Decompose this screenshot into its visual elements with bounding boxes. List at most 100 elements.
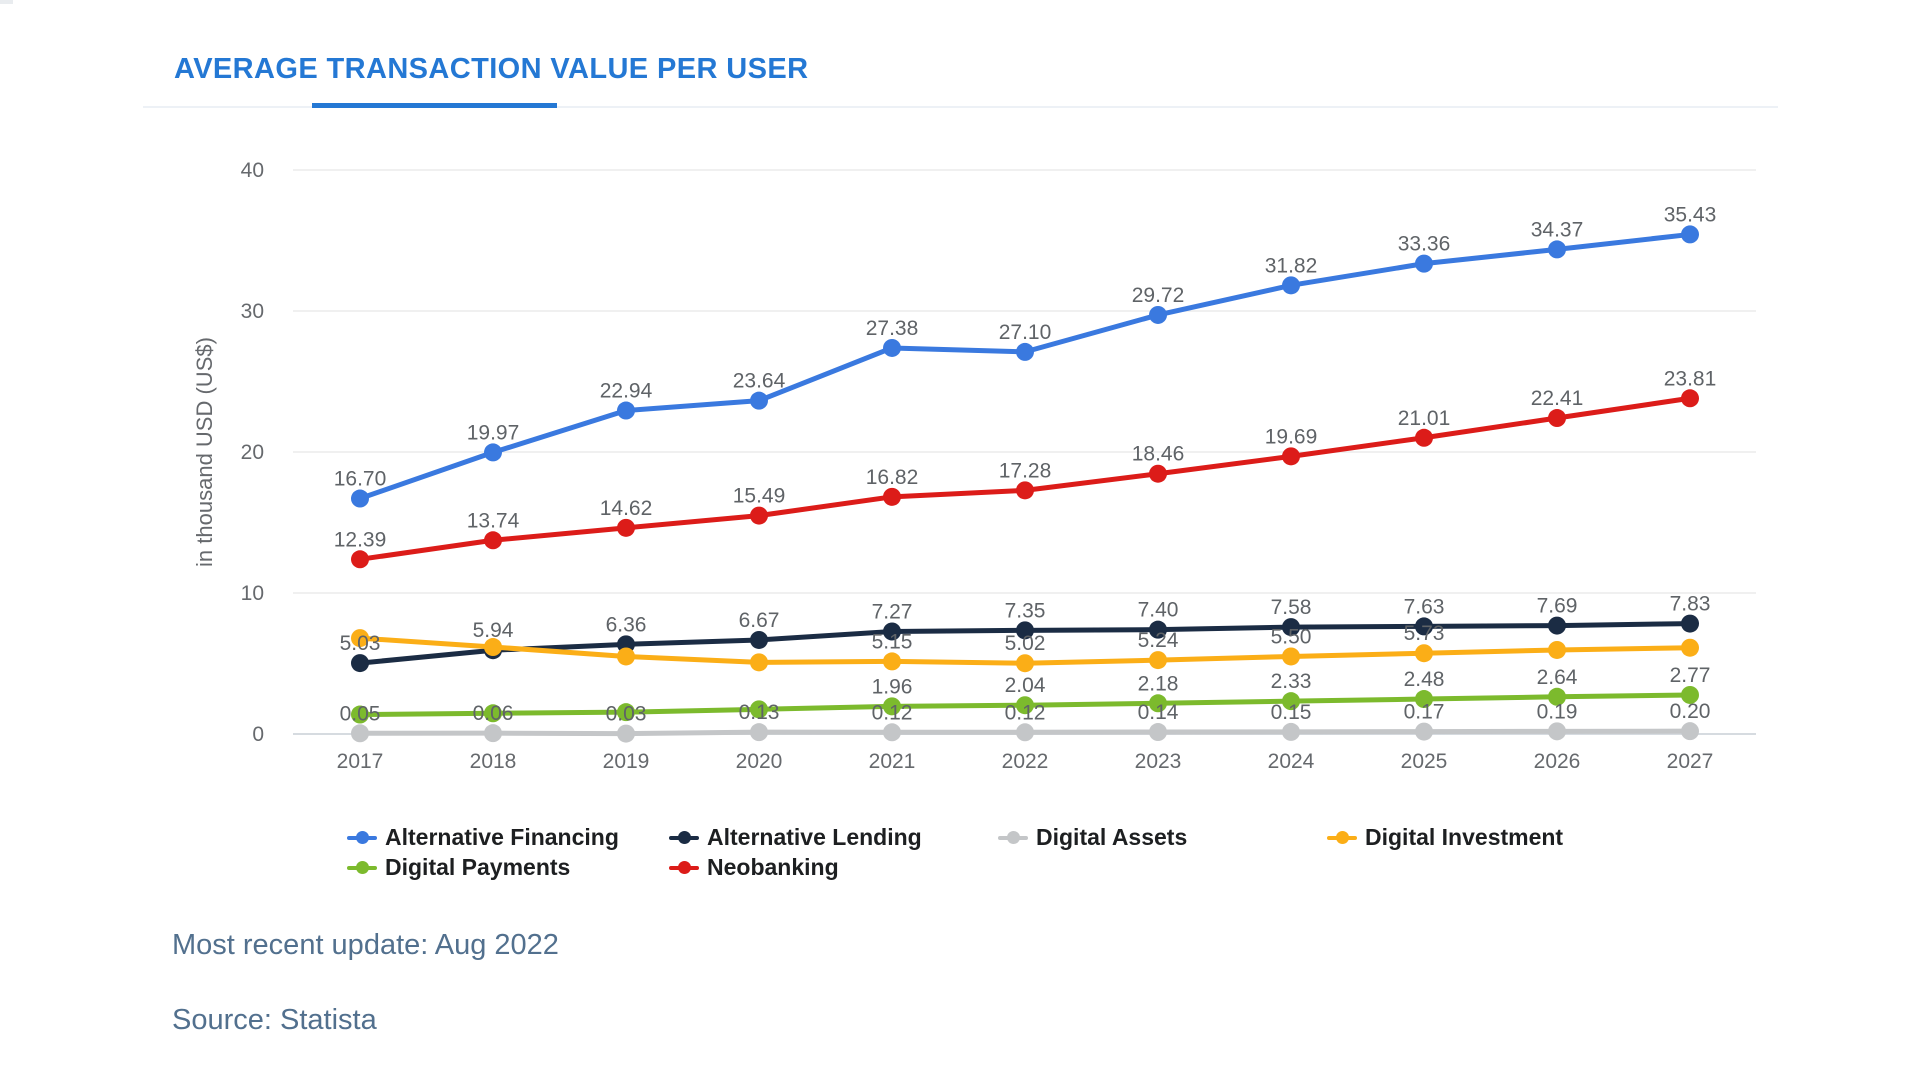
digital-payments-point-2027[interactable] <box>1681 685 1699 704</box>
digital-payments-point-2026[interactable] <box>1548 687 1566 706</box>
alternative-lending-point-2022[interactable] <box>1016 621 1034 640</box>
tab-average-transaction-value[interactable]: AVERAGE TRANSACTION VALUE PER USER <box>174 53 809 85</box>
series-digital-payments <box>351 685 1699 724</box>
alternative-financing-point-2018[interactable] <box>484 443 502 462</box>
legend-label-digital-payments: Digital Payments <box>385 854 571 880</box>
digital-investment-point-2020[interactable] <box>750 653 768 672</box>
chart-legend: Alternative Financing Alternative Lending… <box>347 823 1677 882</box>
alternative-financing-legend-marker-icon <box>347 831 377 845</box>
neobanking-point-2022[interactable] <box>1016 481 1034 500</box>
digital-payments-value-label-2022: 2.04 <box>1005 674 1046 697</box>
neobanking-point-2027[interactable] <box>1681 389 1699 408</box>
digital-assets-point-2024[interactable] <box>1282 722 1300 741</box>
alternative-financing-point-2024[interactable] <box>1282 276 1300 295</box>
digital-assets-point-2021[interactable] <box>883 723 901 742</box>
alternative-financing-point-2027[interactable] <box>1681 225 1699 244</box>
x-tick-label-2023: 2023 <box>1135 750 1182 773</box>
digital-investment-value-label-2024: 5.50 <box>1271 625 1312 648</box>
neobanking-point-2024[interactable] <box>1282 447 1300 466</box>
alternative-lending-value-label-2020: 6.67 <box>739 609 780 632</box>
neobanking-value-label-2020: 15.49 <box>733 485 786 508</box>
alternative-financing-value-label-2027: 35.43 <box>1664 203 1717 226</box>
legend-label-alternative-financing: Alternative Financing <box>385 824 619 850</box>
alternative-lending-point-2017[interactable] <box>351 654 369 673</box>
alternative-financing-point-2020[interactable] <box>750 391 768 410</box>
alternative-lending-point-2026[interactable] <box>1548 616 1566 635</box>
y-axis-title: in thousand USD (US$) <box>192 337 217 567</box>
alternative-financing-point-2017[interactable] <box>351 489 369 508</box>
neobanking-point-2018[interactable] <box>484 531 502 550</box>
digital-investment-point-2021[interactable] <box>883 652 901 671</box>
digital-payments-point-2022[interactable] <box>1016 696 1034 715</box>
alternative-financing-point-2022[interactable] <box>1016 342 1034 361</box>
alternative-lending-point-2027[interactable] <box>1681 614 1699 633</box>
alternative-financing-value-label-2024: 31.82 <box>1265 254 1318 277</box>
x-tick-label-2025: 2025 <box>1401 750 1448 773</box>
alternative-lending-point-2021[interactable] <box>883 622 901 641</box>
digital-payments-point-2017[interactable] <box>351 705 369 724</box>
digital-assets-point-2017[interactable] <box>351 724 369 743</box>
alternative-lending-point-2024[interactable] <box>1282 618 1300 637</box>
digital-payments-point-2020[interactable] <box>750 700 768 719</box>
digital-payments-point-2023[interactable] <box>1149 694 1167 713</box>
digital-investment-point-2022[interactable] <box>1016 654 1034 673</box>
alternative-financing-point-2023[interactable] <box>1149 305 1167 324</box>
neobanking-value-label-2025: 21.01 <box>1398 407 1451 430</box>
neobanking-point-2020[interactable] <box>750 506 768 525</box>
digital-assets-value-label-2019: 0.03 <box>606 703 647 726</box>
series-alternative-lending <box>351 614 1699 673</box>
alternative-lending-value-label-2022: 7.35 <box>1005 599 1046 622</box>
digital-assets-point-2027[interactable] <box>1681 722 1699 741</box>
series-alternative-financing <box>351 225 1699 508</box>
alternative-lending-point-2023[interactable] <box>1149 620 1167 639</box>
alternative-financing-value-label-2021: 27.38 <box>866 317 919 340</box>
alternative-financing-point-2021[interactable] <box>883 338 901 357</box>
digital-investment-value-label-2022: 5.02 <box>1005 632 1046 655</box>
neobanking-point-2026[interactable] <box>1548 409 1566 428</box>
digital-payments-value-label-2026: 2.64 <box>1537 666 1578 689</box>
digital-payments-point-2018[interactable] <box>484 704 502 723</box>
neobanking-value-label-2027: 23.81 <box>1664 367 1717 390</box>
digital-investment-value-label-2025: 5.73 <box>1404 622 1445 645</box>
digital-investment-point-2019[interactable] <box>617 647 635 666</box>
alternative-financing-value-label-2020: 23.64 <box>733 370 786 393</box>
neobanking-value-label-2022: 17.28 <box>999 459 1052 482</box>
alternative-lending-value-label-2021: 7.27 <box>872 600 913 623</box>
digital-assets-point-2026[interactable] <box>1548 722 1566 741</box>
digital-investment-point-2027[interactable] <box>1681 638 1699 657</box>
digital-investment-value-label-2023: 5.24 <box>1138 629 1179 652</box>
digital-investment-point-2025[interactable] <box>1415 644 1433 663</box>
alternative-financing-point-2025[interactable] <box>1415 254 1433 273</box>
alternative-financing-point-2019[interactable] <box>617 401 635 420</box>
digital-investment-point-2026[interactable] <box>1548 640 1566 659</box>
alternative-financing-point-2026[interactable] <box>1548 240 1566 259</box>
neobanking-point-2025[interactable] <box>1415 428 1433 447</box>
digital-investment-point-2024[interactable] <box>1282 647 1300 666</box>
digital-payments-point-2019[interactable] <box>617 703 635 722</box>
alternative-lending-point-2025[interactable] <box>1415 617 1433 636</box>
alternative-lending-point-2020[interactable] <box>750 630 768 649</box>
digital-payments-point-2025[interactable] <box>1415 690 1433 709</box>
neobanking-point-2017[interactable] <box>351 550 369 569</box>
digital-assets-point-2023[interactable] <box>1149 723 1167 742</box>
alternative-financing-value-label-2026: 34.37 <box>1531 218 1584 241</box>
neobanking-legend-marker-icon <box>669 861 699 875</box>
digital-assets-point-2022[interactable] <box>1016 723 1034 742</box>
digital-investment-point-2023[interactable] <box>1149 651 1167 670</box>
digital-payments-value-label-2027: 2.77 <box>1670 664 1711 687</box>
neobanking-value-label-2026: 22.41 <box>1531 387 1584 410</box>
digital-payments-point-2024[interactable] <box>1282 692 1300 711</box>
digital-payments-point-2021[interactable] <box>883 697 901 716</box>
digital-assets-point-2020[interactable] <box>750 723 768 742</box>
digital-assets-point-2019[interactable] <box>617 724 635 743</box>
x-tick-label-2020: 2020 <box>736 750 783 773</box>
digital-investment-point-2018[interactable] <box>484 638 502 657</box>
digital-assets-point-2025[interactable] <box>1415 722 1433 741</box>
digital-investment-point-2017[interactable] <box>351 629 369 648</box>
digital-assets-point-2018[interactable] <box>484 724 502 743</box>
neobanking-point-2023[interactable] <box>1149 464 1167 483</box>
neobanking-point-2021[interactable] <box>883 487 901 506</box>
x-tick-label-2021: 2021 <box>869 750 916 773</box>
neobanking-point-2019[interactable] <box>617 518 635 537</box>
legend-item-neobanking: Neobanking <box>669 853 998 882</box>
